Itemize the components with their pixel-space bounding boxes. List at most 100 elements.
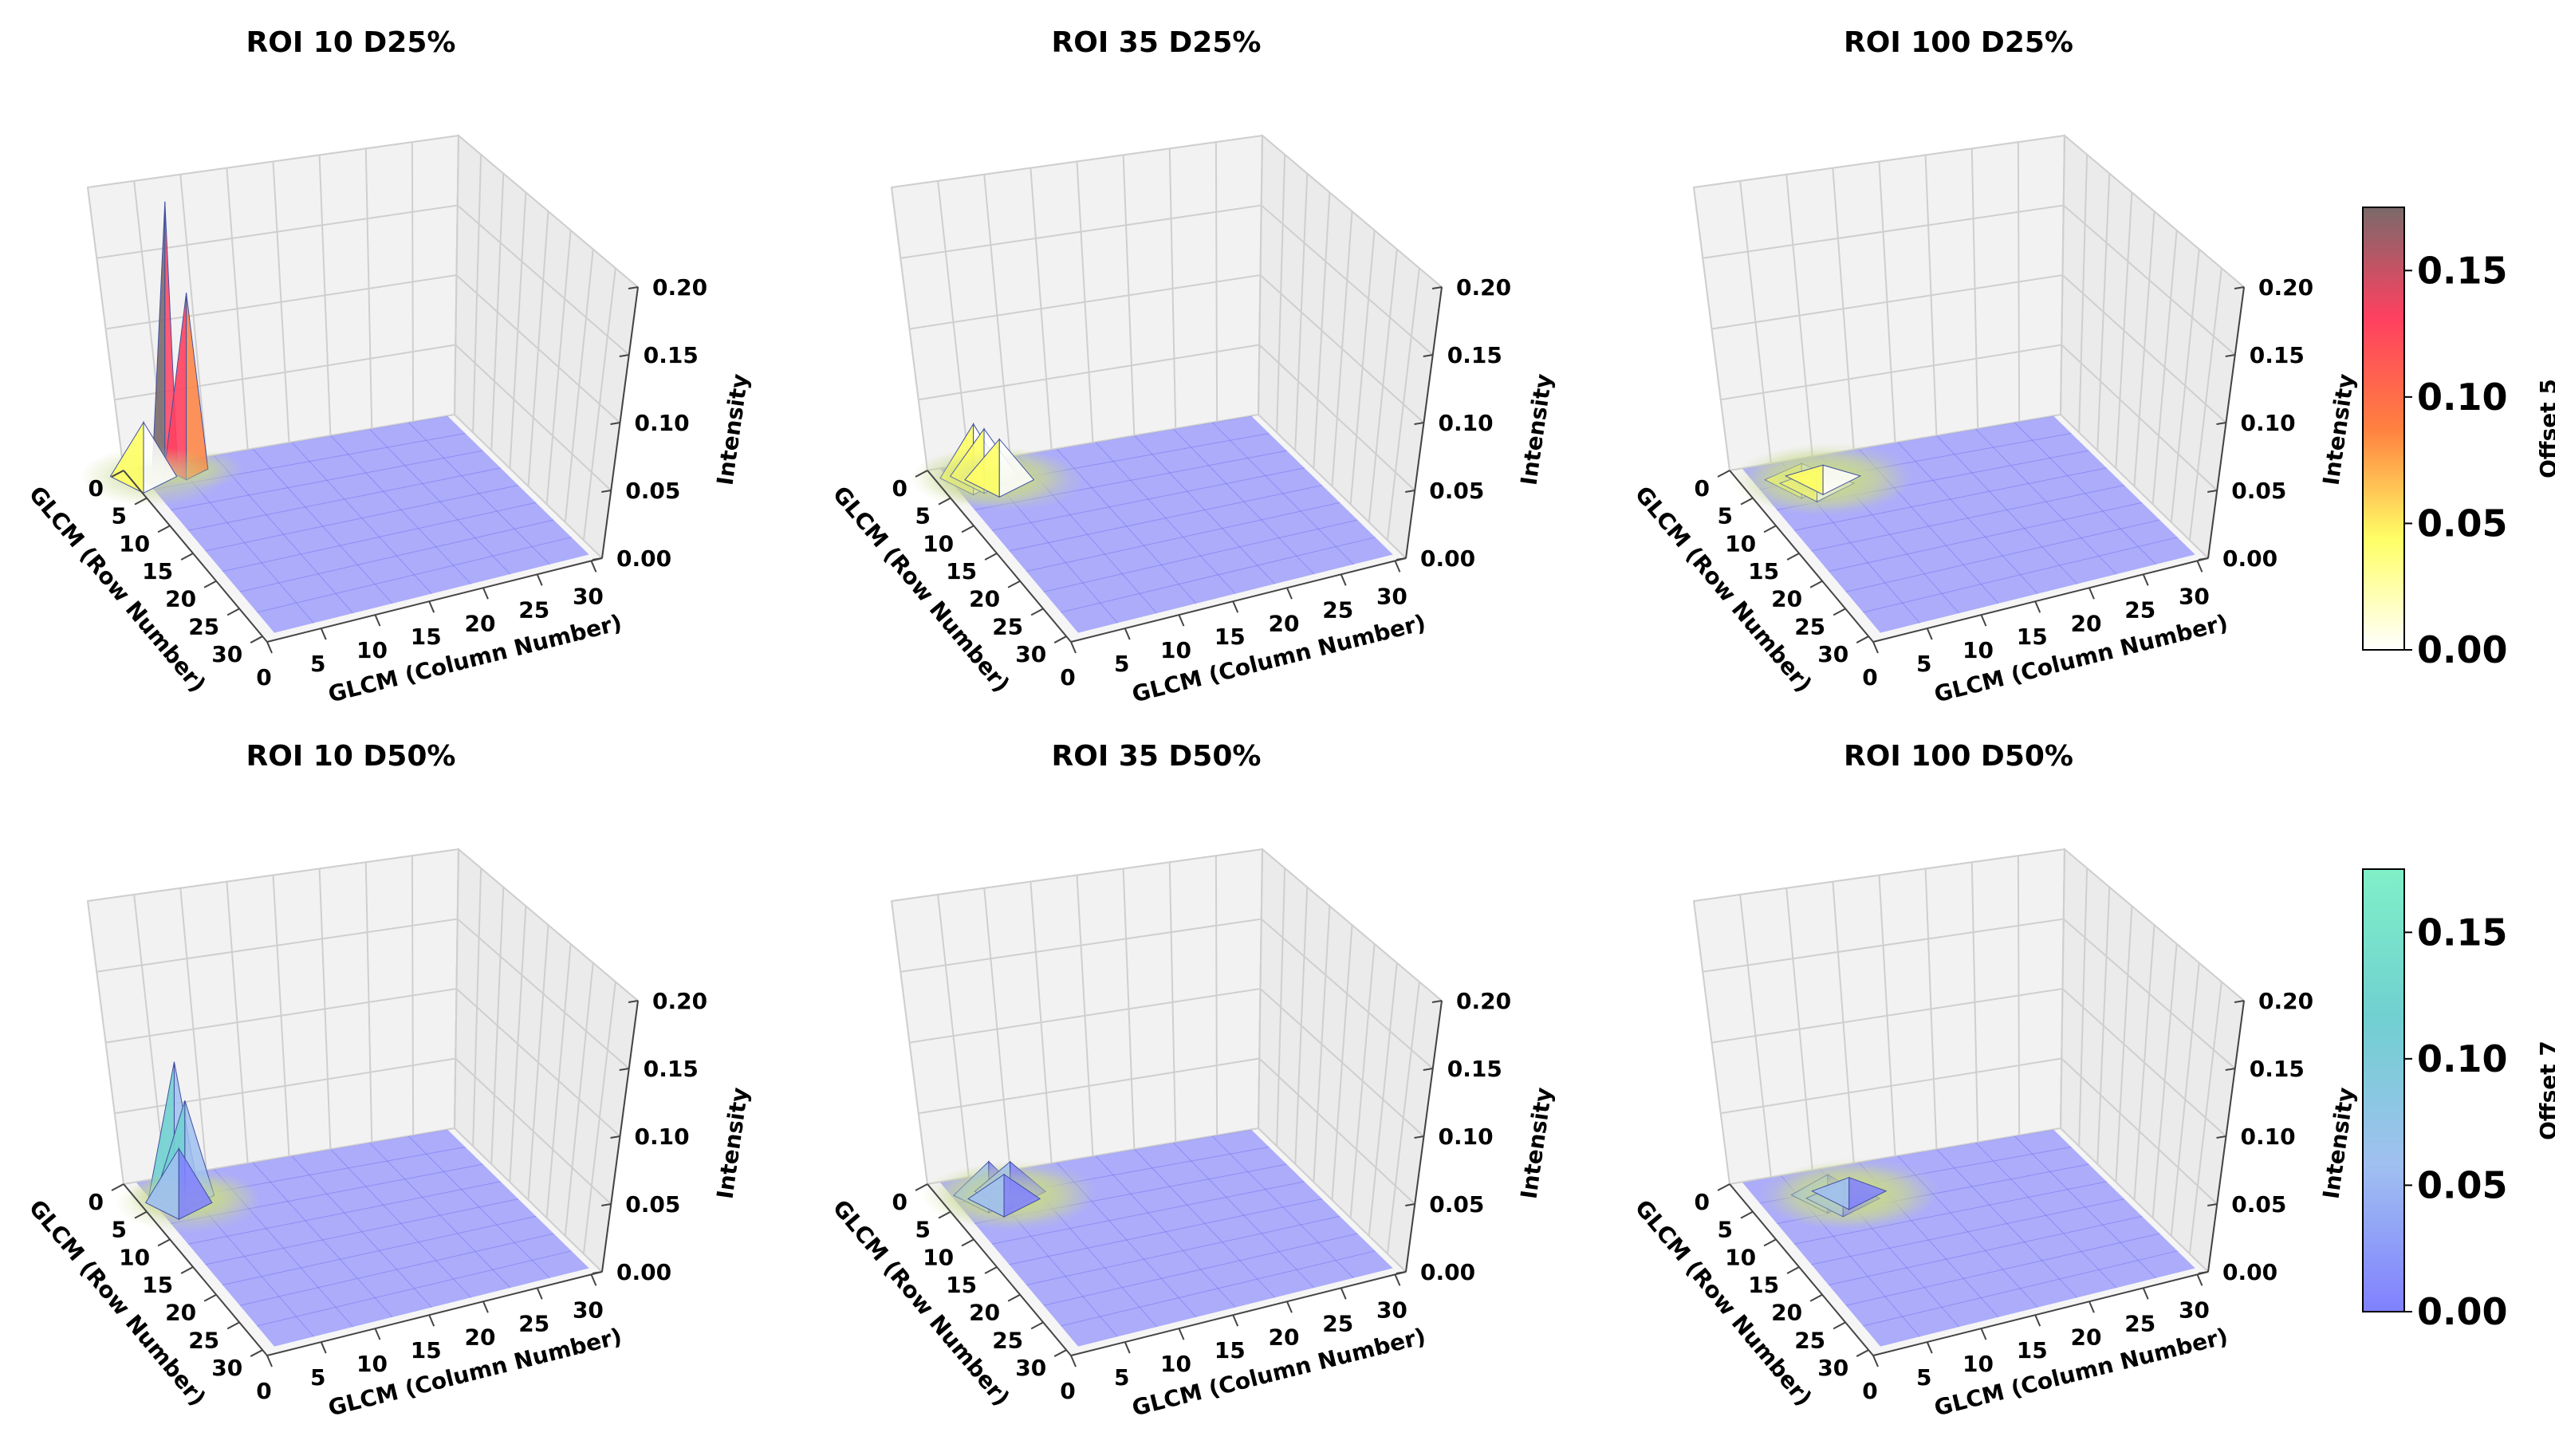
row-tick-label: 15: [946, 1272, 977, 1298]
z-tick: [1405, 1203, 1415, 1206]
z-tick-label: 0.00: [616, 545, 671, 572]
column-tick: [266, 1355, 273, 1367]
row-tick-label: 15: [946, 558, 977, 584]
colorbar-tick-label: 0.00: [2417, 1290, 2508, 1333]
column-tick-label: 30: [2179, 583, 2210, 609]
row-tick-label: 10: [1725, 530, 1756, 557]
colorbar-1: 0.00 0.05 0.10 0.15 Offset 5: [2362, 207, 2555, 671]
chart-panel-2: ROI 35 D25%0510152025300510152025300.000…: [828, 26, 1557, 708]
z-tick: [1396, 557, 1407, 561]
z-tick-label: 0.00: [1420, 1259, 1475, 1285]
peak-3-side: [1822, 464, 1862, 496]
column-tick-label: 5: [1916, 1364, 1931, 1391]
row-tick-label: 30: [211, 641, 242, 667]
column-axis: [1872, 557, 2209, 643]
column-tick: [1980, 614, 1987, 627]
row-tick: [1053, 636, 1067, 643]
z-tick: [1405, 490, 1415, 493]
column-tick: [428, 600, 435, 613]
column-tick-label: 15: [1215, 1337, 1246, 1364]
row-tick-label: 10: [1725, 1244, 1756, 1270]
z-tick: [2216, 422, 2226, 425]
row-tick: [111, 1183, 124, 1191]
row-tick-label: 0: [89, 1189, 104, 1215]
z-tick: [601, 490, 612, 493]
z-tick-label: 0.00: [2222, 545, 2277, 572]
colorbar-tick-label: 0.05: [2417, 1163, 2508, 1206]
z-axis-label: Intensity: [2317, 1086, 2359, 1201]
column-tick: [590, 560, 597, 573]
row-tick-label: 15: [1748, 558, 1779, 584]
column-tick-label: 30: [573, 1297, 604, 1323]
column-tick: [1872, 1355, 1879, 1367]
peaks: [1730, 442, 1915, 517]
row-tick-label: 5: [915, 503, 931, 529]
peaks: [80, 201, 244, 506]
column-axis: [1872, 1271, 2209, 1356]
row-tick: [1053, 1349, 1067, 1357]
colorbar-gradient: [2362, 868, 2405, 1312]
column-tick-label: 20: [1268, 610, 1299, 636]
z-tick-label: 0.10: [635, 1123, 690, 1150]
row-tick-label: 15: [142, 558, 173, 584]
column-tick: [320, 1341, 327, 1354]
z-tick: [610, 1135, 620, 1139]
column-tick: [428, 1314, 435, 1327]
row-tick: [250, 1349, 263, 1357]
row-axis: [1729, 1183, 1874, 1356]
colorbar-tick-label: 0.10: [2417, 1037, 2508, 1080]
column-tick-label: 15: [411, 1337, 442, 1364]
row-tick-label: 30: [1015, 1355, 1046, 1381]
column-axis: [1070, 557, 1407, 643]
column-tick-label: 30: [573, 583, 604, 609]
z-tick: [628, 286, 639, 289]
row-tick: [984, 1266, 998, 1274]
z-axis-label: Intensity: [711, 1086, 753, 1201]
column-tick: [1070, 1355, 1077, 1367]
row-tick: [157, 525, 171, 533]
row-tick-label: 5: [915, 1217, 931, 1243]
row-tick-label: 15: [142, 1272, 173, 1298]
row-tick-label: 20: [165, 586, 196, 612]
z-tick: [2207, 490, 2218, 493]
colorbar-label: Offset 7: [2535, 1041, 2555, 1140]
z-axis-label: Intensity: [2317, 372, 2359, 487]
column-tick-label: 25: [2124, 1310, 2155, 1336]
row-tick: [1763, 1238, 1777, 1247]
row-tick: [961, 525, 974, 533]
row-axis: [927, 1183, 1072, 1356]
row-tick-label: 30: [1817, 1355, 1848, 1381]
column-tick: [374, 614, 381, 627]
row-tick: [1809, 1293, 1823, 1302]
peak-3-side: [178, 1147, 213, 1220]
column-tick-label: 15: [2017, 1337, 2048, 1364]
z-tick-label: 0.05: [1429, 478, 1484, 504]
z-tick-label: 0.15: [2250, 342, 2305, 368]
z-tick: [1396, 1271, 1407, 1274]
row-tick-label: 30: [1015, 641, 1046, 667]
column-tick-label: 10: [356, 1351, 388, 1377]
z-tick: [628, 1000, 639, 1003]
colorbar-label: Offset 5: [2535, 379, 2555, 478]
chart-panel-1: ROI 10 D25%0510152025300510152025300.000…: [24, 26, 754, 708]
row-tick-label: 20: [1771, 1300, 1802, 1326]
row-tick: [180, 553, 194, 561]
column-tick-label: 25: [518, 1310, 549, 1336]
z-tick: [1423, 1068, 1433, 1071]
column-tick-label: 0: [256, 664, 271, 691]
row-tick-label: 25: [188, 1327, 219, 1353]
z-tick: [2234, 286, 2245, 289]
row-tick-label: 25: [188, 613, 219, 639]
row-tick-label: 10: [923, 530, 954, 557]
column-tick: [2142, 1287, 2149, 1300]
row-axis: [1729, 470, 1874, 643]
column-tick: [1124, 628, 1131, 640]
z-tick-label: 0.05: [2231, 478, 2286, 504]
z-tick-label: 0.00: [2222, 1259, 2277, 1285]
peak-3-side: [1003, 1173, 1041, 1218]
row-tick-label: 20: [969, 586, 1000, 612]
column-tick-label: 25: [2124, 596, 2155, 623]
column-tick-label: 20: [2070, 610, 2101, 636]
z-tick: [592, 1271, 603, 1274]
column-tick-label: 5: [1114, 651, 1129, 677]
